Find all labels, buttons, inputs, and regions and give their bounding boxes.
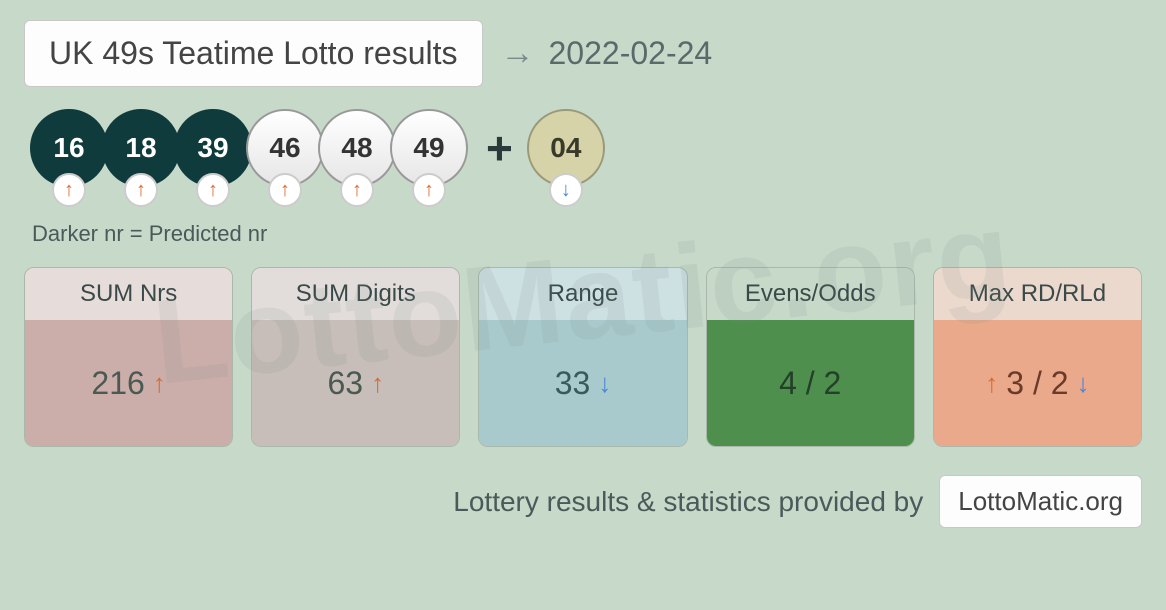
- trend-up-icon: ↑: [196, 173, 230, 207]
- stat-value-text: 3 / 2: [1006, 365, 1068, 402]
- ball-wrap: 49↑: [390, 109, 468, 207]
- stat-label: Evens/Odds: [707, 268, 914, 320]
- bonus-ball-wrap: 04↓: [527, 109, 605, 207]
- stat-card: Range33↓: [478, 267, 687, 447]
- stat-card: SUM Nrs 216 ↑: [24, 267, 233, 447]
- plus-icon: +: [486, 109, 513, 175]
- header-row: UK 49s Teatime Lotto results → 2022-02-2…: [24, 20, 1142, 87]
- trend-up-icon: ↑: [371, 368, 384, 399]
- ball-wrap: 16↑: [30, 109, 108, 207]
- stat-label: Max RD/RLd: [934, 268, 1141, 320]
- legend-text: Darker nr = Predicted nr: [32, 221, 1142, 247]
- stat-card: SUM Digits63↑: [251, 267, 460, 447]
- stat-label: SUM Nrs: [25, 268, 232, 320]
- trend-up-icon: ↑: [52, 173, 86, 207]
- ball-wrap: 48↑: [318, 109, 396, 207]
- page-title: UK 49s Teatime Lotto results: [24, 20, 483, 87]
- stat-label: SUM Digits: [252, 268, 459, 320]
- stat-value: ↑ 3 / 2 ↓: [934, 320, 1141, 446]
- stat-value-text: 4 / 2: [779, 365, 841, 402]
- stat-card: Evens/Odds 4 / 2: [706, 267, 915, 447]
- draw-date: 2022-02-24: [549, 35, 713, 72]
- stat-value-text: 33: [555, 365, 591, 402]
- stat-value-text: 216: [91, 365, 144, 402]
- stat-value: 63↑: [252, 320, 459, 446]
- footer-badge: LottoMatic.org: [939, 475, 1142, 528]
- stat-value: 33↓: [479, 320, 686, 446]
- trend-up-icon: ↑: [412, 173, 446, 207]
- balls-row: 16↑18↑39↑46↑48↑49↑ +04↓: [30, 109, 1142, 207]
- ball-wrap: 39↑: [174, 109, 252, 207]
- ball-wrap: 18↑: [102, 109, 180, 207]
- stat-value: 4 / 2: [707, 320, 914, 446]
- trend-down-icon: ↓: [549, 173, 583, 207]
- trend-up-icon: ↑: [340, 173, 374, 207]
- stat-value-text: 63: [328, 365, 364, 402]
- arrow-right-icon: →: [501, 34, 531, 73]
- trend-up-icon: ↑: [124, 173, 158, 207]
- stat-card: Max RD/RLd ↑ 3 / 2 ↓: [933, 267, 1142, 447]
- stats-row: SUM Nrs216↑SUM Digits63↑Range33↓Evens/Od…: [24, 267, 1142, 447]
- stat-value: 216 ↑: [25, 320, 232, 446]
- trend-up-icon: ↑: [153, 368, 166, 399]
- trend-down-icon: ↓: [598, 368, 611, 399]
- footer-text: Lottery results & statistics provided by: [453, 486, 923, 518]
- ball-wrap: 46↑: [246, 109, 324, 207]
- stat-label: Range: [479, 268, 686, 320]
- trend-up-icon: ↑: [268, 173, 302, 207]
- trend-down-icon: ↓: [1077, 368, 1090, 399]
- trend-up-icon: ↑: [985, 368, 998, 399]
- footer-row: Lottery results & statistics provided by…: [24, 475, 1142, 528]
